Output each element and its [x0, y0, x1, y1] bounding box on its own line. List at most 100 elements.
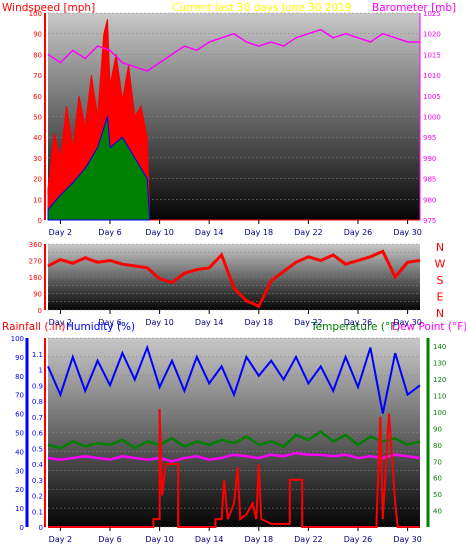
barometer-axis-title: Barometer [mb]: [372, 2, 456, 14]
barometer-tick-label: 1010: [423, 72, 441, 80]
temperature-tick-label: 50: [433, 491, 442, 499]
barometer-tick-label: 1000: [423, 114, 441, 122]
direction-tick-label: 180: [29, 274, 42, 282]
rainfall-tick-label: 1: [39, 367, 43, 375]
compass-label-w: W: [435, 258, 446, 271]
barometer-tick-label: 990: [423, 155, 436, 163]
x-tick-label: Day 26: [344, 228, 373, 237]
rainfall-tick-label: 0.4: [32, 461, 44, 469]
rainfall-tick-label: 0.8: [32, 398, 43, 406]
dewpoint-axis-title: Dew Point (°F): [392, 321, 466, 333]
rainfall-tick-label: 0.7: [32, 414, 43, 422]
rainfall-tick-label: 1.1: [32, 351, 43, 359]
windspeed-tick-label: 100: [29, 10, 42, 18]
direction-tick-label: 360: [29, 241, 42, 249]
humidity-tick-label: 90: [15, 354, 24, 362]
windspeed-tick-label: 0: [38, 217, 42, 225]
series-rainfall-3: [48, 408, 420, 528]
x-tick-label: Day 22: [294, 535, 323, 544]
compass-label-s: S: [437, 274, 444, 287]
direction-tick-label: 270: [29, 258, 42, 266]
humidity-tick-label: 30: [15, 467, 24, 475]
barometer-tick-label: 1025: [423, 10, 441, 18]
windspeed-tick-label: 80: [33, 51, 42, 59]
temperature-tick-label: 40: [433, 508, 442, 516]
barometer-tick-label: 985: [423, 176, 436, 184]
compass-label-n: N: [436, 307, 444, 320]
direction-tick-label: 0: [38, 307, 42, 315]
compass-label-e: E: [437, 291, 444, 304]
x-tick-label: Day 6: [98, 318, 121, 327]
x-tick-label: Day 30: [393, 318, 422, 327]
rainfall-tick-label: 0.3: [32, 477, 43, 485]
x-tick-label: Day 18: [245, 318, 274, 327]
temperature-tick-label: 110: [433, 393, 446, 401]
chart-title: Current last 30 days June 30 2019: [172, 2, 352, 14]
temperature-tick-label: 130: [433, 360, 446, 368]
rainfall-tick-label: 0: [39, 524, 43, 532]
humidity-tick-label: 10: [15, 505, 24, 513]
windspeed-tick-label: 90: [33, 31, 42, 39]
temperature-tick-label: 90: [433, 425, 442, 433]
temperature-tick-label: 80: [433, 442, 442, 450]
x-tick-label: Day 22: [294, 228, 323, 237]
humidity-tick-label: 80: [15, 373, 24, 381]
humidity-tick-label: 50: [15, 430, 24, 438]
x-tick-label: Day 14: [195, 318, 224, 327]
x-tick-label: Day 10: [145, 228, 174, 237]
windspeed-tick-label: 30: [33, 155, 42, 163]
barometer-tick-label: 995: [423, 134, 436, 142]
humidity-tick-label: 40: [15, 448, 24, 456]
humidity-tick-label: 20: [15, 486, 24, 494]
x-tick-label: Day 2: [49, 228, 72, 237]
x-tick-label: Day 22: [294, 318, 323, 327]
rainfall-tick-label: 0.1: [32, 508, 43, 516]
windspeed-tick-label: 60: [33, 93, 42, 101]
x-tick-label: Day 10: [145, 535, 174, 544]
barometer-tick-label: 1005: [423, 93, 441, 101]
temperature-tick-label: 70: [433, 458, 442, 466]
x-tick-label: Day 30: [393, 228, 422, 237]
windspeed-tick-label: 40: [33, 134, 42, 142]
x-tick-label: Day 6: [98, 535, 121, 544]
series-wind-direction: [47, 249, 421, 309]
direction-tick-label: 90: [33, 291, 42, 299]
x-tick-label: Day 26: [344, 318, 373, 327]
temperature-tick-label: 120: [433, 376, 446, 384]
x-tick-label: Day 6: [98, 228, 121, 237]
windspeed-tick-label: 20: [33, 176, 42, 184]
series-barometer: [47, 28, 420, 72]
temperature-tick-label: 140: [433, 343, 446, 351]
x-tick-label: Day 14: [195, 535, 224, 544]
x-tick-label: Day 14: [195, 228, 224, 237]
barometer-tick-label: 1015: [423, 51, 441, 59]
windspeed-tick-label: 70: [33, 72, 42, 80]
x-tick-label: Day 18: [245, 228, 274, 237]
x-tick-label: Day 26: [344, 535, 373, 544]
temperature-tick-label: 100: [433, 409, 446, 417]
x-tick-label: Day 18: [245, 535, 274, 544]
temperature-axis-title: Temperature (°F): [310, 321, 400, 333]
humidity-tick-label: 100: [11, 335, 24, 343]
windspeed-axis-title: Windspeed [mph]: [2, 2, 95, 14]
x-tick-label: Day 2: [49, 535, 72, 544]
series-temperature-1: [47, 430, 421, 450]
windspeed-tick-label: 50: [33, 114, 42, 122]
compass-label-n: N: [436, 241, 444, 254]
humidity-tick-label: 0: [20, 524, 24, 532]
series-temperature-2: [47, 451, 421, 463]
barometer-tick-label: 975: [423, 217, 436, 225]
humidity-axis-title: Humidity (%): [66, 321, 135, 333]
rainfall-axis-title: Rainfall (.in): [2, 321, 65, 333]
humidity-tick-label: 70: [15, 392, 24, 400]
rainfall-tick-label: 0.6: [32, 430, 44, 438]
x-tick-label: Day 2: [49, 318, 72, 327]
barometer-tick-label: 1020: [423, 31, 441, 39]
windspeed-tick-label: 10: [33, 196, 42, 204]
series-humidity-0: [47, 344, 421, 414]
rainfall-tick-label: 0.9: [32, 382, 43, 390]
rainfall-tick-label: 0.5: [32, 445, 43, 453]
barometer-tick-label: 980: [423, 196, 436, 204]
x-tick-label: Day 10: [145, 318, 174, 327]
